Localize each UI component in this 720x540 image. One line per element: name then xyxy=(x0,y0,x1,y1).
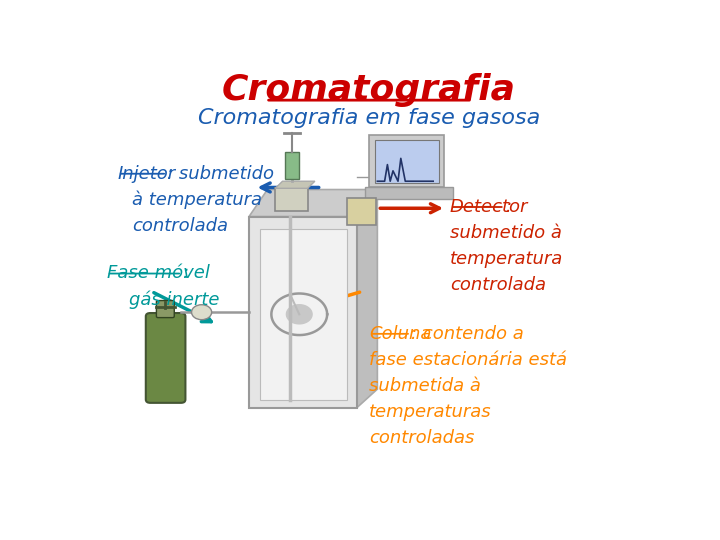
Text: temperatura: temperatura xyxy=(450,250,563,268)
Text: à temperatura: à temperatura xyxy=(132,191,262,210)
Text: fase estacionária está: fase estacionária está xyxy=(369,351,567,369)
FancyBboxPatch shape xyxy=(374,140,438,183)
Text: : submetido: : submetido xyxy=(167,165,274,183)
Polygon shape xyxy=(249,190,377,217)
FancyBboxPatch shape xyxy=(285,152,299,179)
FancyBboxPatch shape xyxy=(145,313,186,403)
Text: temperaturas: temperaturas xyxy=(369,403,492,421)
Text: : contendo a: : contendo a xyxy=(411,325,523,343)
Text: :: : xyxy=(505,198,510,216)
Polygon shape xyxy=(356,190,377,408)
Text: controlada: controlada xyxy=(132,217,228,235)
Text: :: : xyxy=(182,265,188,282)
Text: Injetor: Injetor xyxy=(118,165,176,183)
Text: gás inerte: gás inerte xyxy=(129,291,220,309)
Polygon shape xyxy=(275,181,315,188)
Text: controladas: controladas xyxy=(369,429,474,448)
Text: Detector: Detector xyxy=(450,198,528,216)
Text: Coluna: Coluna xyxy=(369,325,431,343)
FancyBboxPatch shape xyxy=(369,136,444,187)
FancyBboxPatch shape xyxy=(347,198,376,225)
Polygon shape xyxy=(287,305,312,324)
Text: controlada: controlada xyxy=(450,276,546,294)
Text: Cromatografia em fase gasosa: Cromatografia em fase gasosa xyxy=(198,108,540,128)
FancyBboxPatch shape xyxy=(275,188,307,211)
FancyBboxPatch shape xyxy=(156,301,174,318)
FancyBboxPatch shape xyxy=(364,187,453,199)
Text: Cromatografia: Cromatografia xyxy=(222,73,516,107)
Circle shape xyxy=(192,305,212,320)
FancyBboxPatch shape xyxy=(260,229,347,400)
FancyBboxPatch shape xyxy=(249,217,356,408)
Text: Fase móvel: Fase móvel xyxy=(107,265,210,282)
Text: submetida à: submetida à xyxy=(369,377,481,395)
Text: submetido à: submetido à xyxy=(450,224,562,242)
